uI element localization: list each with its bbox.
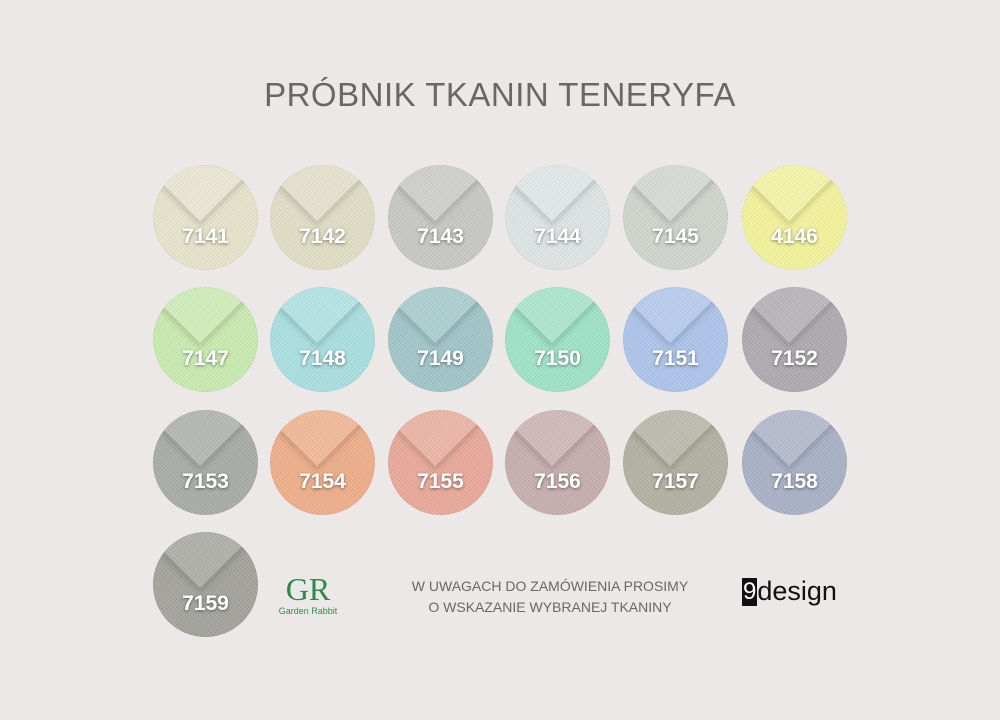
page-title: PRÓBNIK TKANIN TENERYFA (264, 76, 736, 113)
fabric-texture (742, 165, 847, 270)
fabric-texture (153, 287, 258, 392)
fabric-texture (153, 165, 258, 270)
swatch-code: 7148 (299, 347, 346, 370)
fabric-texture (388, 410, 493, 515)
swatch-code: 7153 (182, 470, 229, 493)
fabric-texture (388, 287, 493, 392)
swatch-7155[interactable]: 7155 (388, 410, 493, 515)
fabric-texture (623, 287, 728, 392)
swatch-code: 7154 (299, 470, 346, 493)
fabric-texture (623, 410, 728, 515)
fabric-texture (742, 287, 847, 392)
swatch-code: 7145 (652, 225, 699, 248)
swatch-code: 7151 (652, 347, 699, 370)
swatch-7141[interactable]: 7141 (153, 165, 258, 270)
swatch-7157[interactable]: 7157 (623, 410, 728, 515)
garden-rabbit-mark: GR (285, 571, 331, 607)
garden-rabbit-logo: GR Garden Rabbit (272, 572, 344, 616)
swatch-7147[interactable]: 7147 (153, 287, 258, 392)
swatch-code: 7142 (299, 225, 346, 248)
swatch-7159[interactable]: 7159 (153, 532, 258, 637)
swatch-code: 7150 (534, 347, 581, 370)
swatch-code: 7144 (534, 225, 581, 248)
swatch-7152[interactable]: 7152 (742, 287, 847, 392)
swatch-code: 4146 (771, 225, 818, 248)
swatch-7142[interactable]: 7142 (270, 165, 375, 270)
swatch-7145[interactable]: 7145 (623, 165, 728, 270)
fabric-texture (153, 532, 258, 637)
swatch-code: 7149 (417, 347, 464, 370)
order-note-line2: O WSKAZANIE WYBRANEJ TKANINY (428, 599, 672, 615)
fabric-texture (505, 287, 610, 392)
swatch-7149[interactable]: 7149 (388, 287, 493, 392)
9design-text: design (757, 576, 837, 606)
order-note-line1: W UWAGACH DO ZAMÓWIENIA PROSIMY (411, 578, 689, 594)
swatch-7151[interactable]: 7151 (623, 287, 728, 392)
fabric-texture (388, 165, 493, 270)
swatch-code: 7157 (652, 470, 699, 493)
swatch-code: 7156 (534, 470, 581, 493)
swatch-7158[interactable]: 7158 (742, 410, 847, 515)
fabric-texture (270, 287, 375, 392)
swatch-code: 7155 (417, 470, 464, 493)
swatch-code: 7152 (771, 347, 818, 370)
fabric-texture (153, 410, 258, 515)
swatch-code: 7158 (771, 470, 818, 493)
swatch-code: 7159 (182, 592, 229, 615)
fabric-texture (270, 165, 375, 270)
garden-rabbit-text: Garden Rabbit (278, 606, 338, 616)
fabric-texture (505, 165, 610, 270)
swatch-7148[interactable]: 7148 (270, 287, 375, 392)
fabric-texture (505, 410, 610, 515)
fabric-texture (742, 410, 847, 515)
swatch-7150[interactable]: 7150 (505, 287, 610, 392)
9design-logo: 9design (742, 576, 837, 607)
fabric-texture (270, 410, 375, 515)
swatch-7144[interactable]: 7144 (505, 165, 610, 270)
swatch-7154[interactable]: 7154 (270, 410, 375, 515)
swatch-code: 7147 (182, 347, 229, 370)
swatch-code: 7141 (182, 225, 229, 248)
swatch-7156[interactable]: 7156 (505, 410, 610, 515)
9design-nine: 9 (742, 578, 758, 606)
order-note: W UWAGACH DO ZAMÓWIENIA PROSIMY O WSKAZA… (380, 576, 720, 618)
swatch-7153[interactable]: 7153 (153, 410, 258, 515)
swatch-7143[interactable]: 7143 (388, 165, 493, 270)
fabric-texture (623, 165, 728, 270)
swatch-code: 7143 (417, 225, 464, 248)
swatch-4146[interactable]: 4146 (742, 165, 847, 270)
